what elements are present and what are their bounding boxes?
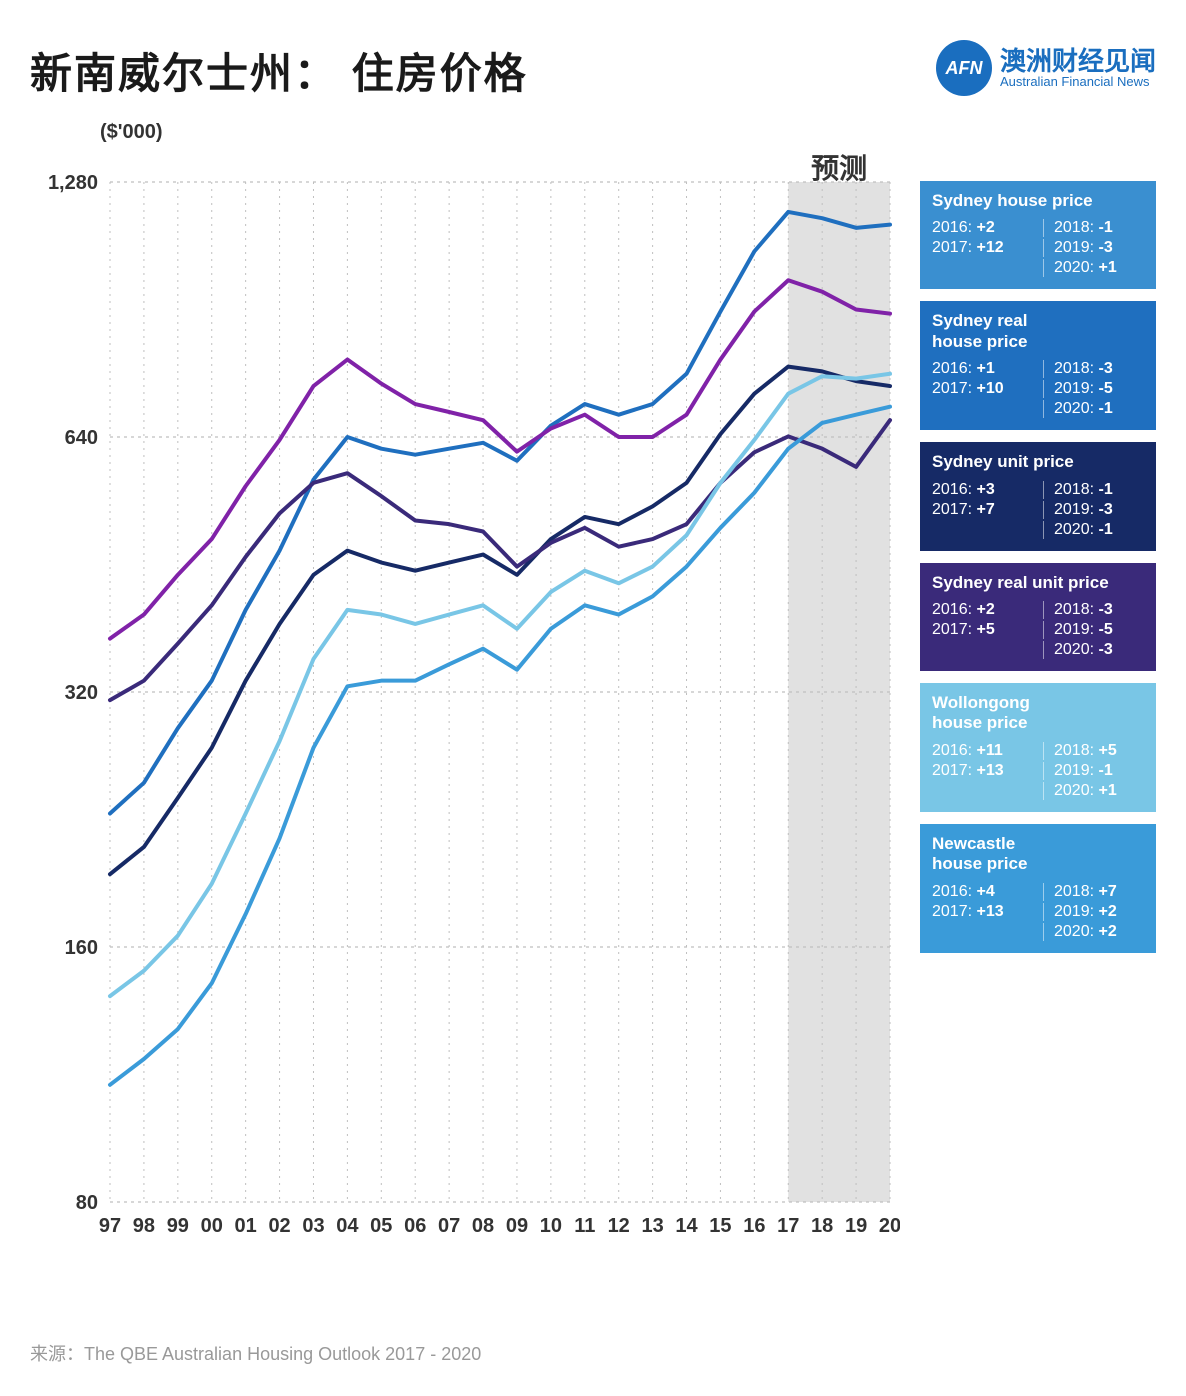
legend-cell-right: 2019: -5 <box>1043 621 1144 639</box>
legend-cell-left <box>932 641 1033 659</box>
x-tick-label: 05 <box>370 1215 392 1237</box>
y-tick-label: 1,280 <box>48 172 98 194</box>
legend-grid: 2016: +3 2018: -1 2017: +7 2019: -3 2020: -1 <box>932 481 1144 539</box>
legend-grid: 2016: +1 2018: -3 2017: +10 2019: -5 2020: -… <box>932 360 1144 418</box>
y-tick-label: 80 <box>76 1192 98 1214</box>
content: ($'000) 预测 80 160 320 640 1,280 97 98 99 00 01 02 03… <box>30 121 1156 1252</box>
legend-cell-right: 2019: -3 <box>1043 501 1144 519</box>
x-tick-label: 12 <box>608 1215 630 1237</box>
x-tick-label: 17 <box>777 1215 799 1237</box>
source-text: 来源：The QBE Australian Housing Outlook 20… <box>30 1340 481 1366</box>
x-tick-label: 04 <box>336 1215 359 1237</box>
legend-cell-left: 2016: +1 <box>932 360 1033 378</box>
x-tick-label: 10 <box>540 1215 562 1237</box>
legend-title: Wollongonghouse price <box>932 693 1144 734</box>
legend-cell-left: 2017: +10 <box>932 380 1033 398</box>
legend-grid: 2016: +11 2018: +5 2017: +13 2019: -1 2020: … <box>932 742 1144 800</box>
legend-cell-left: 2017: +13 <box>932 903 1033 921</box>
legend-cell-right: 2018: -3 <box>1043 601 1144 619</box>
x-tick-label: 98 <box>133 1215 155 1237</box>
x-tick-label: 14 <box>675 1215 698 1237</box>
x-tick-label: 11 <box>574 1215 595 1237</box>
header: 新南威尔士州： 住房价格 AFN 澳洲财经见闻 Australian Finan… <box>30 40 1156 101</box>
legend-cell-right: 2018: -3 <box>1043 360 1144 378</box>
logo: AFN 澳洲财经见闻 Australian Financial News <box>936 40 1156 96</box>
y-tick-label: 160 <box>65 937 98 959</box>
x-tick-label: 15 <box>709 1215 731 1237</box>
x-tick-label: 03 <box>302 1215 324 1237</box>
legend-title: Sydney unit price <box>932 452 1144 472</box>
x-tick-label: 09 <box>506 1215 528 1237</box>
legend-cell-left <box>932 923 1033 941</box>
page-container: 新南威尔士州： 住房价格 AFN 澳洲财经见闻 Australian Finan… <box>0 0 1186 1396</box>
legend-cell-left: 2017: +5 <box>932 621 1033 639</box>
x-tick-label: 02 <box>268 1215 290 1237</box>
legend-grid: 2016: +4 2018: +7 2017: +13 2019: +2 2020: +… <box>932 883 1144 941</box>
legend-cell-left: 2017: +12 <box>932 239 1033 257</box>
legend-cell-left: 2016: +11 <box>932 742 1033 760</box>
legend-title: Sydney house price <box>932 191 1144 211</box>
legend-cell-left: 2016: +2 <box>932 601 1033 619</box>
forecast-label: 预测 <box>811 153 867 184</box>
legend-box: Sydney unit price 2016: +3 2018: -1 2017: +… <box>920 442 1156 550</box>
x-tick-label: 19 <box>845 1215 867 1237</box>
x-tick-label: 20 <box>879 1215 900 1237</box>
series-line <box>110 407 890 1085</box>
logo-badge-icon: AFN <box>936 40 992 96</box>
legend-cell-right: 2018: +7 <box>1043 883 1144 901</box>
legend-cell-right: 2019: -1 <box>1043 762 1144 780</box>
legend-box: Sydney realhouse price2016: +12018: -320… <box>920 301 1156 430</box>
legend-cell-right: 2018: -1 <box>1043 219 1144 237</box>
legend-cell-right: 2020: -3 <box>1043 641 1144 659</box>
legend-cell-left <box>932 521 1033 539</box>
logo-text-cn: 澳洲财经见闻 <box>1000 47 1156 76</box>
x-tick-label: 99 <box>167 1215 189 1237</box>
legend-cell-right: 2020: +1 <box>1043 782 1144 800</box>
legend-cell-right: 2020: -1 <box>1043 521 1144 539</box>
legend-title: Newcastlehouse price <box>932 834 1144 875</box>
legend-cell-right: 2018: +5 <box>1043 742 1144 760</box>
x-tick-label: 18 <box>811 1215 833 1237</box>
legend-cell-right: 2019: -3 <box>1043 239 1144 257</box>
line-chart: 预测 80 160 320 640 1,280 97 98 99 00 01 02 03 04 05 06 07… <box>30 152 900 1252</box>
y-axis-unit: ($'000) <box>100 121 904 144</box>
legend-cell-right: 2020: +1 <box>1043 259 1144 277</box>
legend-box: Wollongonghouse price2016: +112018: +520… <box>920 683 1156 812</box>
y-tick-label: 320 <box>65 682 98 704</box>
x-tick-label: 06 <box>404 1215 426 1237</box>
legend-cell-left: 2017: +13 <box>932 762 1033 780</box>
legend-cell-right: 2020: +2 <box>1043 923 1144 941</box>
x-tick-label: 97 <box>99 1215 121 1237</box>
legend-grid: 2016: +2 2018: -1 2017: +12 2019: -3 2020: +… <box>932 219 1144 277</box>
legend-cell-right: 2019: -5 <box>1043 380 1144 398</box>
logo-text-en: Australian Financial News <box>1000 75 1156 89</box>
legend-column: Sydney house price 2016: +2 2018: -1 2017: … <box>920 181 1156 1252</box>
legend-cell-left: 2017: +7 <box>932 501 1033 519</box>
legend-box: Sydney real unit price2016: +22018: -320… <box>920 563 1156 671</box>
x-tick-label: 07 <box>438 1215 460 1237</box>
chart-wrap: 预测 80 160 320 640 1,280 97 98 99 00 01 02 03 04 05 06 07… <box>30 152 900 1252</box>
x-tick-label: 13 <box>641 1215 663 1237</box>
legend-title: Sydney realhouse price <box>932 311 1144 352</box>
chart-area: ($'000) 预测 80 160 320 640 1,280 97 98 99 00 01 02 03… <box>30 121 904 1252</box>
legend-cell-left: 2016: +4 <box>932 883 1033 901</box>
legend-cell-left: 2016: +3 <box>932 481 1033 499</box>
legend-box: Sydney house price 2016: +2 2018: -1 2017: … <box>920 181 1156 289</box>
legend-box: Newcastlehouse price 2016: +4 2018: +7 2017… <box>920 824 1156 953</box>
legend-cell-left <box>932 400 1033 418</box>
x-tick-label: 16 <box>743 1215 765 1237</box>
legend-cell-left <box>932 782 1033 800</box>
legend-cell-left: 2016: +2 <box>932 219 1033 237</box>
legend-cell-left <box>932 259 1033 277</box>
x-tick-label: 00 <box>201 1215 223 1237</box>
legend-cell-right: 2019: +2 <box>1043 903 1144 921</box>
page-title: 新南威尔士州： 住房价格 <box>30 40 528 101</box>
legend-grid: 2016: +2 2018: -3 2017: +5 2019: -5 2020: -3 <box>932 601 1144 659</box>
x-tick-label: 01 <box>235 1215 257 1237</box>
legend-title: Sydney real unit price <box>932 573 1144 593</box>
legend-cell-right: 2018: -1 <box>1043 481 1144 499</box>
x-tick-label: 08 <box>472 1215 494 1237</box>
y-tick-label: 640 <box>65 427 98 449</box>
legend-cell-right: 2020: -1 <box>1043 400 1144 418</box>
